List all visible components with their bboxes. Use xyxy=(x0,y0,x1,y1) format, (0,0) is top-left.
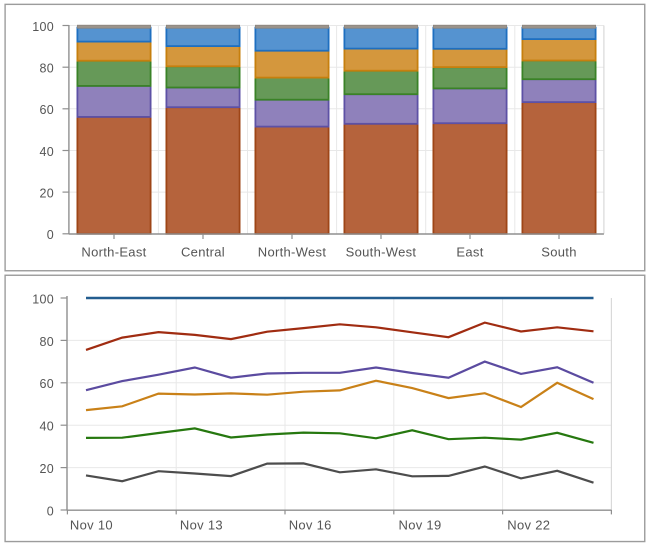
svg-text:Nov 22: Nov 22 xyxy=(507,518,550,533)
svg-text:100: 100 xyxy=(32,292,54,306)
svg-text:East: East xyxy=(456,245,483,260)
svg-text:Nov 16: Nov 16 xyxy=(289,518,332,533)
svg-text:Nov 19: Nov 19 xyxy=(399,518,442,533)
svg-text:South-West: South-West xyxy=(346,245,417,260)
svg-text:100: 100 xyxy=(32,20,54,34)
svg-text:20: 20 xyxy=(39,187,54,201)
svg-text:Central: Central xyxy=(181,245,225,260)
svg-text:Nov 13: Nov 13 xyxy=(180,518,223,533)
svg-text:0: 0 xyxy=(47,228,54,242)
svg-text:South: South xyxy=(541,245,576,260)
svg-text:40: 40 xyxy=(39,145,54,159)
svg-text:Nov 10: Nov 10 xyxy=(70,518,113,533)
svg-text:North-East: North-East xyxy=(81,245,146,260)
svg-text:80: 80 xyxy=(39,335,54,349)
svg-text:60: 60 xyxy=(39,103,54,117)
svg-text:80: 80 xyxy=(39,62,54,76)
svg-text:60: 60 xyxy=(39,377,54,391)
svg-text:20: 20 xyxy=(39,462,54,476)
svg-text:0: 0 xyxy=(47,504,54,518)
svg-text:North-West: North-West xyxy=(258,245,327,260)
svg-text:40: 40 xyxy=(39,420,54,434)
